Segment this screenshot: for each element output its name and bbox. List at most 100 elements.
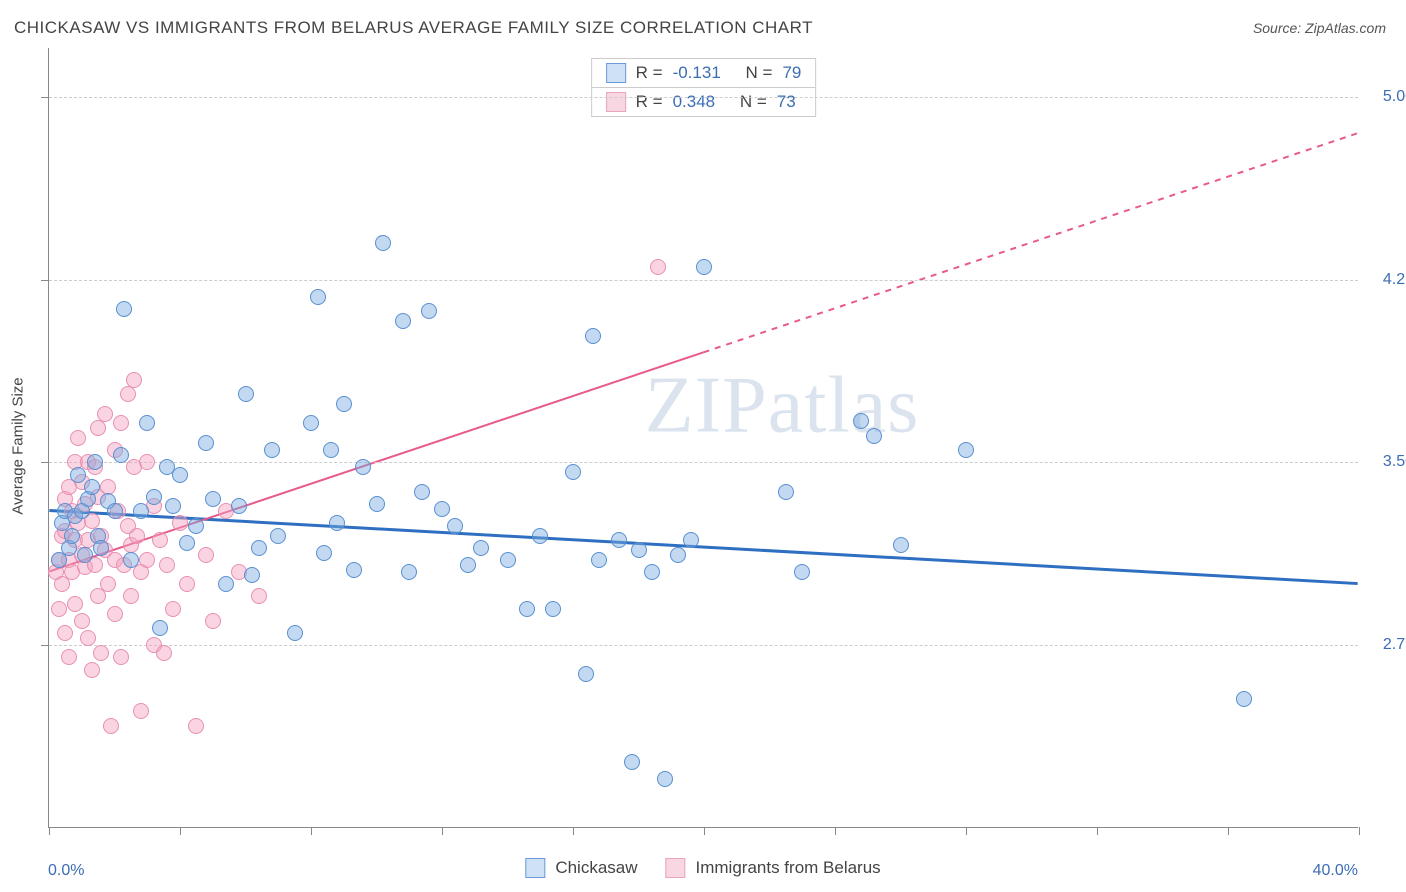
gridline (49, 462, 1358, 463)
x-tick (49, 827, 50, 835)
scatter-point-blue (369, 496, 385, 512)
scatter-point-blue (1236, 691, 1252, 707)
scatter-point-blue (624, 754, 640, 770)
scatter-point-pink (100, 479, 116, 495)
scatter-point-blue (270, 528, 286, 544)
y-tick (41, 97, 49, 98)
trend-lines (49, 48, 1358, 827)
scatter-point-pink (251, 588, 267, 604)
scatter-point-pink (67, 596, 83, 612)
scatter-point-blue (113, 447, 129, 463)
scatter-point-pink (97, 406, 113, 422)
scatter-point-blue (893, 537, 909, 553)
x-tick (180, 827, 181, 835)
scatter-point-blue (93, 540, 109, 556)
y-tick (41, 645, 49, 646)
legend-item-pink: Immigrants from Belarus (666, 858, 881, 878)
x-tick (311, 827, 312, 835)
scatter-point-pink (120, 386, 136, 402)
scatter-point-blue (152, 620, 168, 636)
trend-line (704, 133, 1358, 352)
scatter-point-blue (107, 503, 123, 519)
scatter-point-blue (123, 552, 139, 568)
scatter-point-blue (198, 435, 214, 451)
y-tick-label: 2.75 (1383, 636, 1406, 654)
scatter-point-blue (218, 576, 234, 592)
plot-area: ZIPatlas R = -0.131 N = 79 R = 0.348 N =… (48, 48, 1358, 828)
legend-series: Chickasaw Immigrants from Belarus (525, 858, 880, 878)
scatter-point-blue (165, 498, 181, 514)
scatter-point-blue (460, 557, 476, 573)
scatter-point-pink (113, 649, 129, 665)
scatter-point-blue (303, 415, 319, 431)
chart-source: Source: ZipAtlas.com (1253, 20, 1386, 36)
scatter-point-blue (159, 459, 175, 475)
scatter-point-pink (61, 649, 77, 665)
gridline (49, 645, 1358, 646)
scatter-point-pink (165, 601, 181, 617)
scatter-point-blue (794, 564, 810, 580)
swatch-pink (606, 92, 626, 112)
scatter-point-blue (355, 459, 371, 475)
scatter-point-blue (585, 328, 601, 344)
x-tick (704, 827, 705, 835)
swatch-blue (606, 63, 626, 83)
scatter-point-blue (336, 396, 352, 412)
scatter-point-pink (172, 515, 188, 531)
scatter-point-blue (139, 415, 155, 431)
scatter-point-pink (650, 259, 666, 275)
scatter-point-blue (500, 552, 516, 568)
scatter-point-blue (179, 535, 195, 551)
scatter-point-blue (238, 386, 254, 402)
scatter-point-blue (70, 467, 86, 483)
scatter-point-pink (139, 454, 155, 470)
scatter-point-blue (87, 454, 103, 470)
scatter-point-blue (591, 552, 607, 568)
gridline (49, 97, 1358, 98)
x-tick (966, 827, 967, 835)
scatter-point-blue (310, 289, 326, 305)
scatter-point-blue (545, 601, 561, 617)
scatter-point-blue (375, 235, 391, 251)
scatter-point-blue (64, 528, 80, 544)
x-min-label: 0.0% (48, 862, 84, 880)
x-tick (442, 827, 443, 835)
scatter-point-pink (152, 532, 168, 548)
scatter-point-blue (683, 532, 699, 548)
scatter-point-blue (116, 301, 132, 317)
scatter-point-blue (611, 532, 627, 548)
legend-correlation: R = -0.131 N = 79 R = 0.348 N = 73 (591, 58, 817, 117)
scatter-point-blue (287, 625, 303, 641)
scatter-point-blue (251, 540, 267, 556)
scatter-point-blue (434, 501, 450, 517)
scatter-point-pink (93, 645, 109, 661)
x-max-label: 40.0% (1313, 862, 1358, 880)
x-tick (1097, 827, 1098, 835)
scatter-point-pink (179, 576, 195, 592)
legend-row-pink: R = 0.348 N = 73 (592, 87, 816, 116)
scatter-point-blue (316, 545, 332, 561)
y-tick-label: 3.50 (1383, 453, 1406, 471)
scatter-point-blue (77, 547, 93, 563)
scatter-point-blue (244, 567, 260, 583)
swatch-pink-icon (666, 858, 686, 878)
scatter-point-blue (670, 547, 686, 563)
scatter-point-blue (421, 303, 437, 319)
scatter-point-pink (74, 613, 90, 629)
y-tick (41, 280, 49, 281)
x-tick (573, 827, 574, 835)
scatter-point-pink (123, 588, 139, 604)
scatter-point-pink (156, 645, 172, 661)
scatter-point-pink (188, 718, 204, 734)
scatter-point-blue (346, 562, 362, 578)
scatter-point-blue (565, 464, 581, 480)
x-tick (1359, 827, 1360, 835)
y-tick (41, 462, 49, 463)
scatter-point-pink (159, 557, 175, 573)
scatter-point-blue (866, 428, 882, 444)
legend-item-blue: Chickasaw (525, 858, 637, 878)
scatter-point-pink (198, 547, 214, 563)
scatter-point-pink (100, 576, 116, 592)
scatter-point-pink (129, 528, 145, 544)
scatter-point-blue (447, 518, 463, 534)
